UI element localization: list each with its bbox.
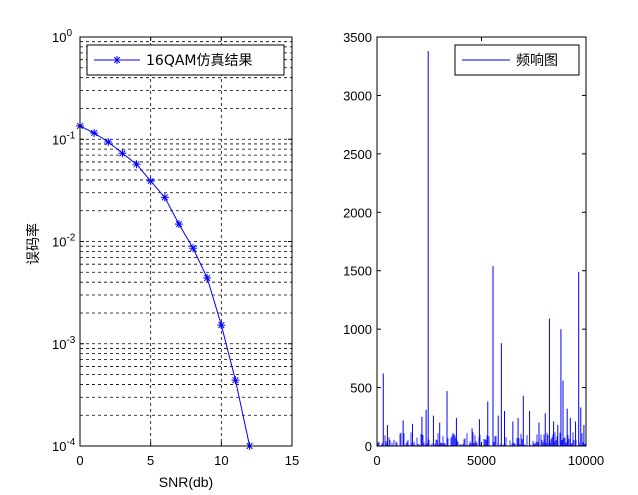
ber-legend-label: 16QAM仿真结果 (146, 53, 253, 69)
star-stroke (175, 220, 183, 228)
freq-legend: 频响图 (454, 44, 580, 76)
star-marker (104, 137, 113, 146)
freq-y-tick-label: 3000 (343, 88, 372, 103)
star-stroke (218, 321, 225, 329)
ber-y-tick-label: 100 (52, 28, 72, 45)
star-stroke (133, 160, 140, 168)
star-marker (113, 56, 121, 64)
freq-ticks: 0 5000 10000 0 500 1000 1500 2000 2500 3000 3500 (343, 30, 604, 468)
freq-response-panel: 0 5000 10000 0 500 1000 1500 2000 2500 3000 3500 频… (343, 30, 604, 468)
ber-x-tick-label: 0 (76, 453, 83, 468)
freq-x-tick-label: 5000 (467, 453, 496, 468)
freq-x-tick-label: 10000 (568, 453, 604, 468)
freq-legend-label: 频响图 (516, 53, 558, 69)
freq-y-tick-label: 2500 (343, 147, 372, 162)
star-marker (132, 160, 141, 169)
freq-y-tick-label: 500 (350, 381, 372, 396)
freq-y-tick-label: 2000 (343, 205, 372, 220)
ber-y-tick-label: 10-2 (52, 233, 76, 250)
star-marker (160, 193, 169, 202)
ber-y-tick-label: 10-4 (52, 437, 76, 454)
freq-y-tick-label: 1000 (343, 322, 372, 337)
ber-y-tick-label: 10-1 (52, 130, 76, 147)
star-stroke (90, 129, 98, 137)
ber-x-tick-label: 5 (147, 453, 154, 468)
freq-x-tick-label: 0 (373, 453, 380, 468)
freq-plot-area (377, 37, 586, 446)
star-marker-icon (113, 56, 121, 64)
ber-x-axis-label: SNR(db) (159, 474, 213, 490)
star-marker (174, 220, 183, 229)
star-stroke (113, 56, 121, 64)
star-marker (118, 149, 127, 158)
ber-axes-box (79, 36, 293, 447)
star-marker (146, 177, 155, 186)
ber-ticks: 0 5 10 15 10-4 10-3 10-2 10-1 100 (52, 28, 299, 468)
star-marker (203, 273, 212, 282)
ber-x-tick-label: 10 (214, 453, 228, 468)
freq-y-tick-label: 3500 (343, 30, 372, 45)
freq-series (382, 51, 585, 446)
star-marker (231, 376, 240, 385)
ber-chart-panel: 0 5 10 15 10-4 10-3 10-2 10-1 100 16QAM仿真结果 SNR(… (25, 28, 299, 490)
star-stroke (232, 376, 239, 384)
freq-axes-box (376, 36, 587, 447)
star-stroke (119, 149, 126, 157)
star-stroke (105, 138, 112, 146)
star-stroke (161, 194, 169, 201)
star-stroke (203, 274, 211, 282)
ber-grid (80, 37, 292, 446)
ber-y-tick-label: 10-3 (52, 335, 76, 352)
star-stroke (189, 244, 197, 252)
star-marker (90, 129, 99, 138)
ber-y-axis-label: 误码率 (25, 223, 41, 265)
star-marker (217, 321, 226, 330)
star-stroke (147, 177, 154, 185)
star-marker (189, 244, 198, 253)
freq-y-tick-label: 1500 (343, 264, 372, 279)
ber-x-tick-label: 15 (285, 453, 299, 468)
ber-legend: 16QAM仿真结果 (86, 44, 285, 76)
freq-y-tick-label: 0 (365, 439, 372, 454)
